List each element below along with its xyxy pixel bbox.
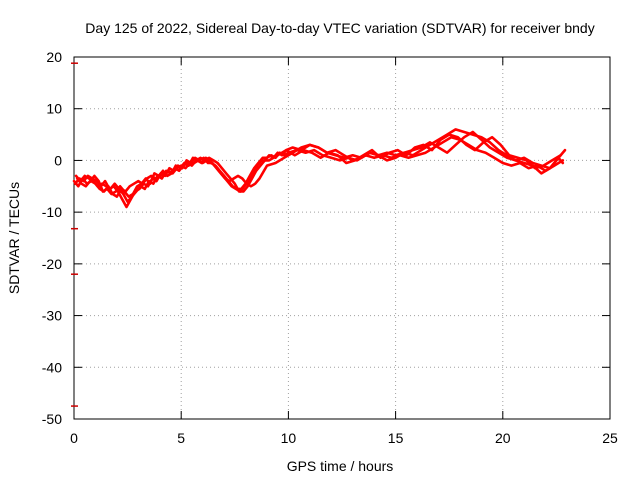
y-tick-label: -50 bbox=[42, 411, 62, 427]
x-axis-label: GPS time / hours bbox=[287, 458, 394, 474]
y-tick-label: -10 bbox=[42, 204, 62, 220]
y-tick-label: -40 bbox=[42, 359, 62, 375]
plot-frame bbox=[73, 56, 611, 420]
series-line-4 bbox=[75, 133, 563, 198]
edge-marks bbox=[71, 62, 78, 407]
x-tick-labels: 0 5 10 15 20 25 bbox=[70, 430, 618, 446]
y-tick-label: 20 bbox=[46, 49, 62, 65]
y-tick-label: 0 bbox=[54, 152, 62, 168]
x-tick-label: 0 bbox=[70, 430, 78, 446]
series-line-3 bbox=[73, 130, 565, 209]
y-tick-label: -20 bbox=[42, 256, 62, 272]
y-tick-labels: -50 -40 -30 -20 -10 0 10 20 bbox=[42, 49, 62, 427]
series-line-1 bbox=[72, 135, 565, 198]
grid bbox=[74, 57, 610, 419]
x-tick-label: 5 bbox=[177, 430, 185, 446]
chart-title: Day 125 of 2022, Sidereal Day-to-day VTE… bbox=[85, 20, 594, 36]
y-tick-label: 10 bbox=[46, 101, 62, 117]
series-layer bbox=[72, 128, 567, 209]
y-axis-label: SDTVAR / TECUs bbox=[6, 182, 22, 294]
x-tick-label: 10 bbox=[281, 430, 297, 446]
y-tick-label: -30 bbox=[42, 308, 62, 324]
x-tick-label: 25 bbox=[602, 430, 618, 446]
axis-ticks bbox=[73, 56, 611, 420]
x-tick-label: 20 bbox=[495, 430, 511, 446]
x-tick-label: 15 bbox=[388, 430, 404, 446]
series-line-2 bbox=[74, 128, 567, 204]
